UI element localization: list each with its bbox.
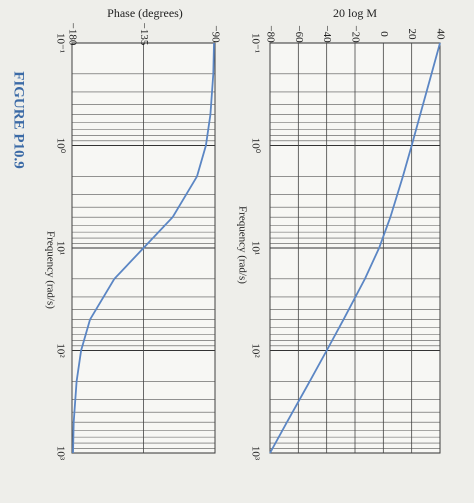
line [72, 42, 215, 454]
y-axis-label: Phase (degrees) [107, 6, 183, 20]
x-tick-label: 10⁻¹ [54, 33, 66, 53]
x-tick-label: 10⁰ [54, 138, 66, 154]
line [269, 42, 441, 454]
x-tick-label: 10⁻¹ [249, 33, 261, 53]
figure-label: FIGURE P10.9 [11, 71, 27, 169]
y-axis-label: 20 log M [333, 6, 377, 20]
y-tick-label: 20 [406, 29, 418, 41]
y-tick-label: −135 [138, 23, 150, 46]
x-tick-label: 10¹ [54, 241, 66, 255]
x-tick-label: 10⁰ [249, 138, 261, 154]
x-axis-label: Frequency (rad/s) [44, 231, 56, 309]
x-tick-label: 10³ [249, 446, 261, 461]
y-tick-label: −60 [293, 25, 305, 43]
x-tick-label: 10¹ [249, 241, 261, 255]
x-tick-label: 10² [54, 343, 66, 358]
x-tick-label: 10² [249, 343, 261, 358]
y-tick-label: −40 [321, 25, 333, 43]
y-tick-label: −180 [66, 23, 78, 46]
x-tick-label: 10³ [54, 446, 66, 461]
x-axis-label: Frequency (rad/s) [236, 206, 248, 284]
y-tick-label: 0 [378, 31, 390, 37]
y-tick-label: 40 [434, 29, 446, 41]
y-tick-label: −90 [209, 25, 221, 43]
y-tick-label: −20 [349, 25, 361, 43]
y-tick-label: −80 [264, 25, 276, 43]
